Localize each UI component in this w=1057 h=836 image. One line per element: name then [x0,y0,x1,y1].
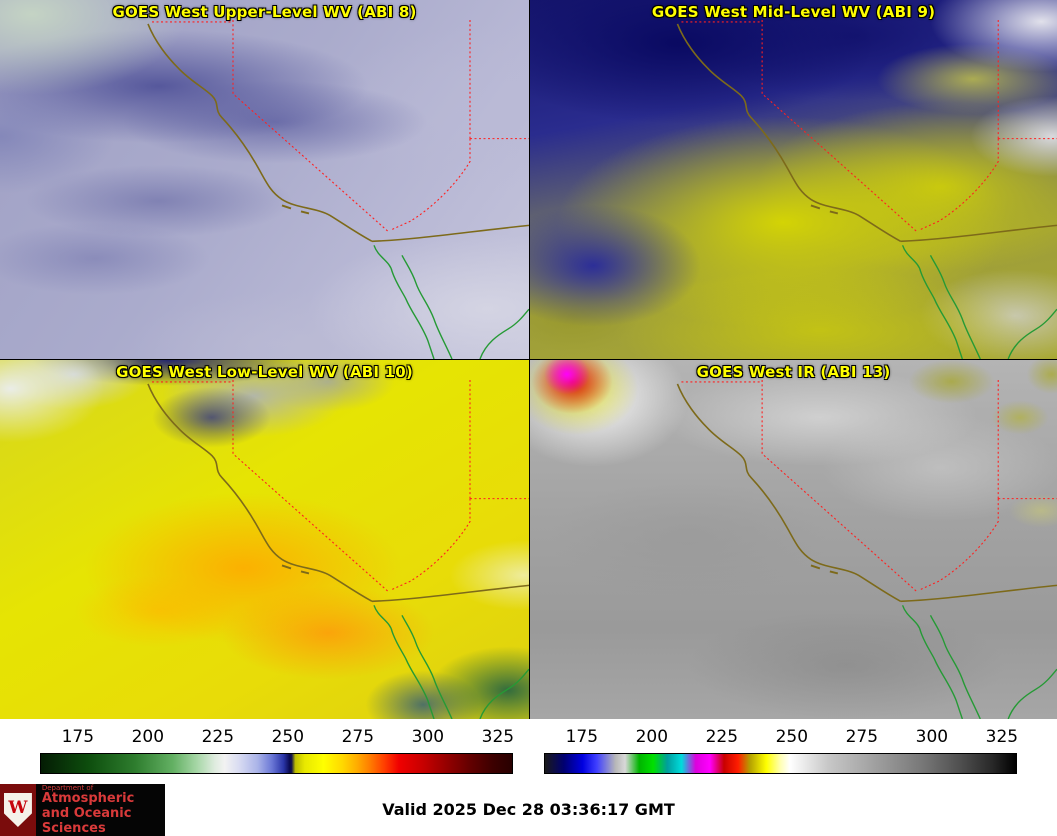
satellite-quad-grid: GOES West Upper-Level WV (ABI 8) GOES We… [0,0,1057,719]
tick-label: 325 [481,727,515,747]
ir-colorbar: 175 200 225 250 275 300 325 [544,727,1019,784]
colorbar-section: 175 200 225 250 275 300 325 175 200 225 … [0,719,1057,784]
ir-colorbar-gradient [544,753,1017,774]
panel-mid-level-wv[interactable]: GOES West Mid-Level WV (ABI 9) [530,0,1057,359]
tick-label: 300 [915,727,949,747]
map-boundaries-overlay [147,18,529,359]
crest-monogram: W [8,797,28,818]
logo-text: Department of Atmospheric and Oceanic Sc… [36,784,165,836]
ir-colorbar-ticks: 175 200 225 250 275 300 325 [544,727,1019,751]
uw-aos-logo[interactable]: W Department of Atmospheric and Oceanic … [0,784,165,836]
wv-colorbar-ticks: 175 200 225 250 275 300 325 [40,727,515,751]
tick-label: 225 [201,727,235,747]
tick-label: 200 [131,727,165,747]
wv-colorbar: 175 200 225 250 275 300 325 [40,727,515,784]
map-boundaries-overlay [676,378,1057,719]
wv-colorbar-gradient [40,753,513,774]
tick-label: 325 [985,727,1019,747]
panel-title: GOES West Mid-Level WV (ABI 9) [651,3,936,21]
map-boundaries-overlay [676,18,1057,359]
tick-label: 225 [705,727,739,747]
footer: W Department of Atmospheric and Oceanic … [0,784,1057,836]
logo-oceanic-sciences: and Oceanic Sciences [41,805,132,836]
tick-label: 300 [411,727,445,747]
panel-title: GOES West IR (ABI 13) [696,363,891,381]
tick-label: 250 [271,727,305,747]
panel-upper-level-wv[interactable]: GOES West Upper-Level WV (ABI 8) [0,0,529,359]
tick-label: 275 [341,727,375,747]
tick-label: 275 [845,727,879,747]
uw-crest-icon: W [0,784,36,836]
tick-label: 250 [775,727,809,747]
valid-timestamp: Valid 2025 Dec 28 03:36:17 GMT [382,800,675,819]
logo-department-of: Department of [41,783,94,792]
tick-label: 175 [565,727,599,747]
panel-title: GOES West Low-Level WV (ABI 10) [116,363,413,381]
logo-atmospheric: Atmospheric [41,790,135,806]
panel-low-level-wv[interactable]: GOES West Low-Level WV (ABI 10) [0,360,529,719]
panel-title: GOES West Upper-Level WV (ABI 8) [112,3,417,21]
map-boundaries-overlay [147,378,529,719]
tick-label: 200 [635,727,669,747]
panel-ir[interactable]: GOES West IR (ABI 13) [530,360,1057,719]
tick-label: 175 [61,727,95,747]
